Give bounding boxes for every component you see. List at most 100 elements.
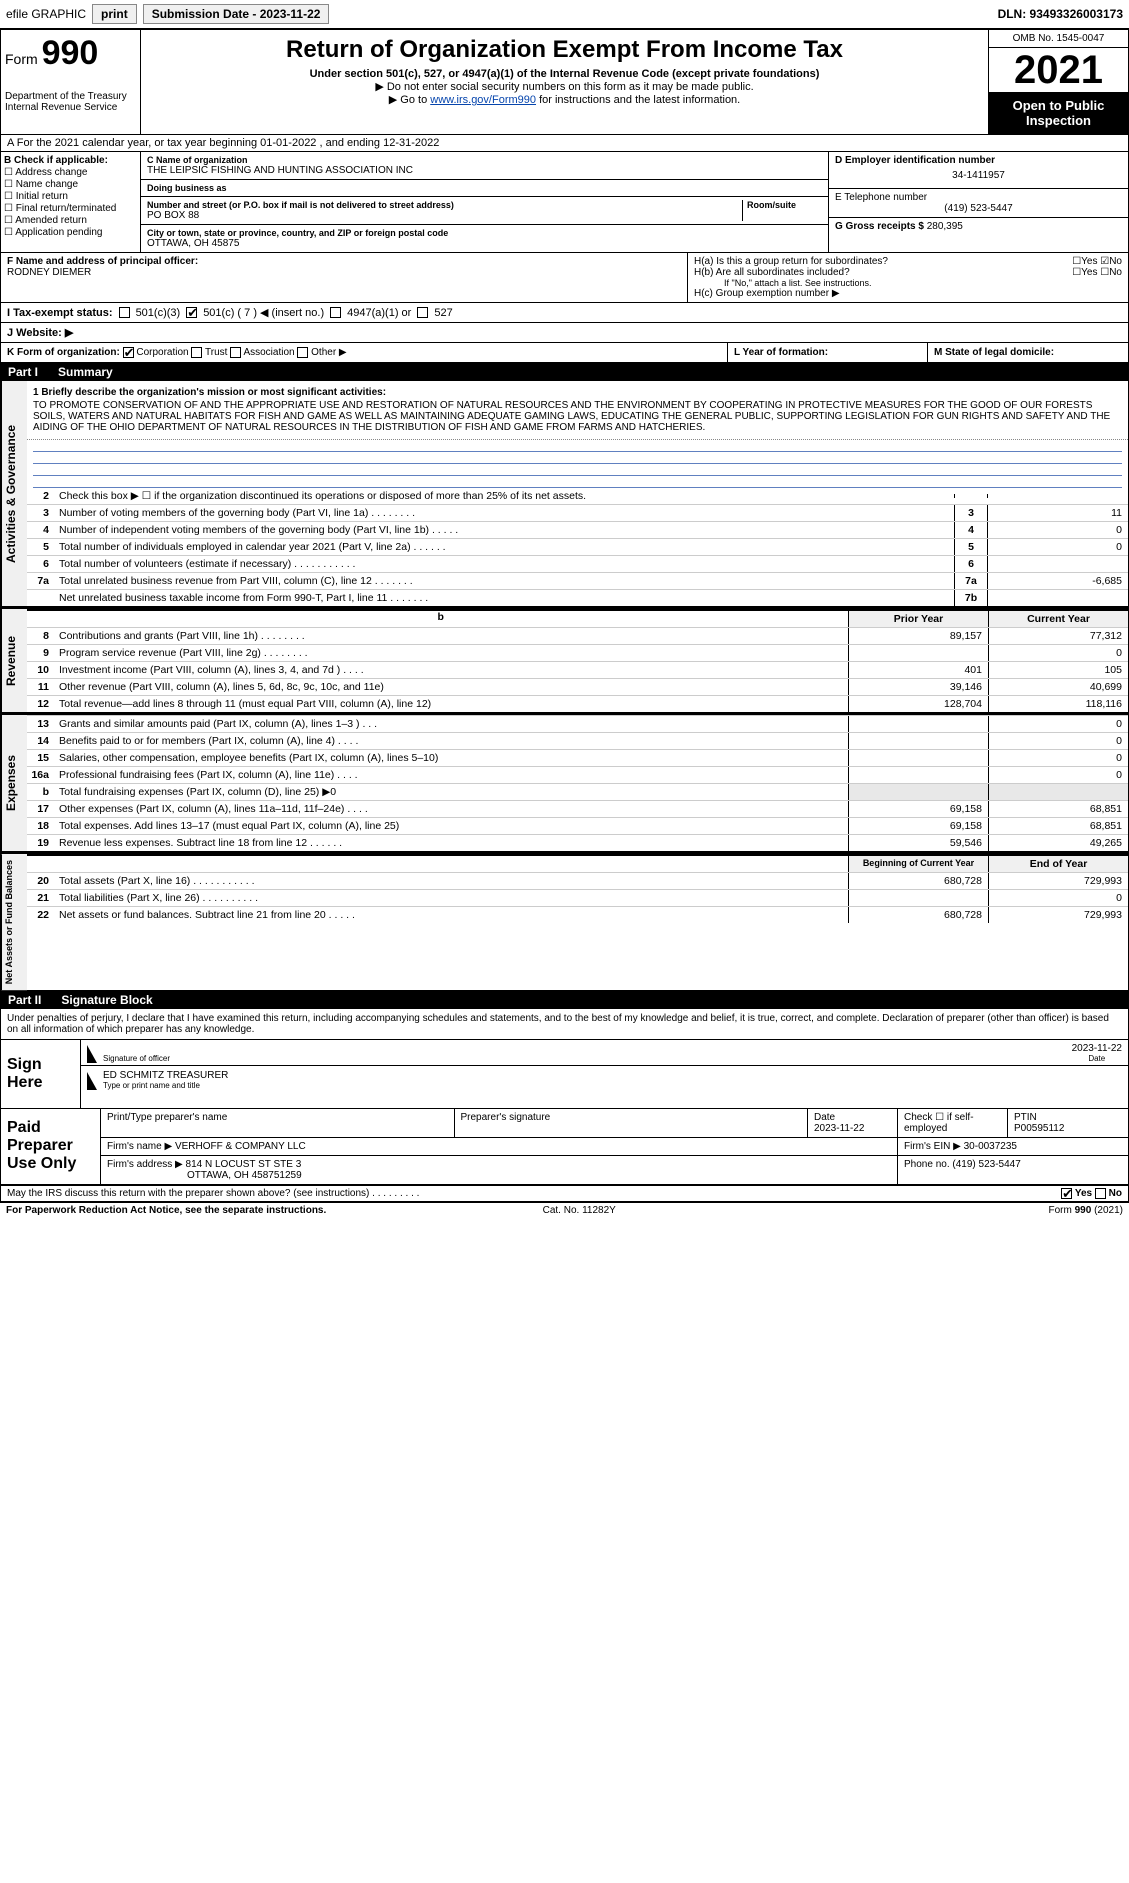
info-grid: B Check if applicable: ☐ Address change … [0,152,1129,253]
chk-assoc[interactable] [230,347,241,358]
d-label: D Employer identification number [835,155,1122,166]
gov-line: 2Check this box ▶ ☐ if the organization … [27,488,1128,504]
chk-pending[interactable]: ☐ Application pending [4,227,137,238]
part1-title: Summary [58,365,113,379]
form-word: Form [5,51,38,67]
hrline [33,440,1122,452]
prep-date-label: Date [814,1112,891,1123]
header-center: Return of Organization Exempt From Incom… [141,30,988,134]
firm-addr: 814 N LOCUST ST STE 3 [186,1159,302,1170]
gov-line: 3Number of voting members of the governi… [27,504,1128,521]
gov-line: 6Total number of volunteers (estimate if… [27,555,1128,572]
chk-501c[interactable] [186,307,197,318]
part2-title: Signature Block [61,993,152,1007]
col-c: C Name of organization THE LEIPSIC FISHI… [141,152,828,252]
omb-number: OMB No. 1545-0047 [989,30,1128,48]
chk-corp[interactable] [123,347,134,358]
hrline [33,452,1122,464]
prep-date: 2023-11-22 [814,1123,891,1134]
chk-name[interactable]: ☐ Name change [4,179,137,190]
hdr-prior: Prior Year [848,611,988,627]
data-line: 15Salaries, other compensation, employee… [27,749,1128,766]
e-label: E Telephone number [835,192,1122,203]
submission-date-button[interactable]: Submission Date - 2023-11-22 [143,4,330,24]
chk-4947[interactable] [330,307,341,318]
data-line: 19Revenue less expenses. Subtract line 1… [27,834,1128,851]
chk-other[interactable] [297,347,308,358]
form-number: 990 [42,34,99,72]
paid-block: Paid Preparer Use Only Print/Type prepar… [0,1109,1129,1185]
footer: For Paperwork Reduction Act Notice, see … [0,1202,1129,1218]
hint-link: ▶ Go to www.irs.gov/Form990 for instruct… [147,93,982,106]
top-bar: efile GRAPHIC print Submission Date - 20… [0,0,1129,29]
gov-line: 5Total number of individuals employed in… [27,538,1128,555]
chk-trust[interactable] [191,347,202,358]
mission-text: TO PROMOTE CONSERVATION OF AND THE APPRO… [33,400,1122,433]
data-line: 14Benefits paid to or for members (Part … [27,732,1128,749]
print-button[interactable]: print [92,4,137,24]
side-gov: Activities & Governance [1,381,27,606]
chk-final[interactable]: ☐ Final return/terminated [4,203,137,214]
chk-amended[interactable]: ☐ Amended return [4,215,137,226]
efile-label: efile GRAPHIC [6,7,86,21]
data-line: 8Contributions and grants (Part VIII, li… [27,627,1128,644]
tax-year: 2021 [989,48,1128,92]
hrline [33,476,1122,488]
footer-left: For Paperwork Reduction Act Notice, see … [6,1205,326,1216]
hb-row: H(b) Are all subordinates included? ☐Yes… [694,267,1122,278]
sig-block: Under penalties of perjury, I declare th… [0,1009,1129,1109]
sig-date: 2023-11-22 [1072,1043,1122,1054]
city-label: City or town, state or province, country… [147,228,822,238]
firm-phone-label: Phone no. [904,1159,950,1170]
net-header: Beginning of Current Year End of Year [27,854,1128,872]
sign-here: Sign Here [1,1040,81,1108]
chk-501c3[interactable] [119,307,130,318]
part2-header: Part II Signature Block [0,991,1129,1009]
gov-line: Net unrelated business taxable income fr… [27,589,1128,606]
paid-title: Paid Preparer Use Only [1,1109,101,1184]
ha-row: H(a) Is this a group return for subordin… [694,256,1122,267]
part1-header: Part I Summary [0,363,1129,381]
chk-initial[interactable]: ☐ Initial return [4,191,137,202]
chk-yes[interactable] [1061,1188,1072,1199]
form-subtitle: Under section 501(c), 527, or 4947(a)(1)… [147,68,982,80]
l-label: L Year of formation: [734,347,828,358]
data-line: 18Total expenses. Add lines 13–17 (must … [27,817,1128,834]
row-j: J Website: ▶ [0,323,1129,343]
part2-no: Part II [8,993,41,1007]
row-i: I Tax-exempt status: 501(c)(3) 501(c) ( … [0,303,1129,323]
discuss-row: May the IRS discuss this return with the… [0,1185,1129,1202]
j-label: J Website: ▶ [7,326,73,339]
chk-527[interactable] [417,307,428,318]
side-exp: Expenses [1,715,27,851]
gross-value: 280,395 [927,221,963,232]
room-label: Room/suite [747,200,822,210]
col-deg: D Employer identification number 34-1411… [828,152,1128,252]
irs-link[interactable]: www.irs.gov/Form990 [430,94,536,106]
hdr-begin: Beginning of Current Year [848,856,988,872]
header-right: OMB No. 1545-0047 2021 Open to Public In… [988,30,1128,134]
mission-label: 1 Briefly describe the organization's mi… [33,387,1122,398]
mission-block: 1 Briefly describe the organization's mi… [27,381,1128,440]
chk-no[interactable] [1095,1188,1106,1199]
data-line: 9Program service revenue (Part VIII, lin… [27,644,1128,661]
hint-ssn: ▶ Do not enter social security numbers o… [147,80,982,93]
data-line: 11Other revenue (Part VIII, column (A), … [27,678,1128,695]
hb-note: If "No," attach a list. See instructions… [694,278,1122,288]
g-label: G Gross receipts $ [835,221,924,232]
prep-check-label: Check ☐ if self-employed [904,1112,1001,1134]
prep-sig-label: Preparer's signature [461,1112,802,1123]
data-line: bTotal fundraising expenses (Part IX, co… [27,783,1128,800]
sig-date-label: Date [1072,1054,1122,1063]
part1-no: Part I [8,365,38,379]
firm-ein: 30-0037235 [964,1141,1017,1152]
officer-name: RODNEY DIEMER [7,267,681,278]
m-label: M State of legal domicile: [934,347,1054,358]
col-b-label: B Check if applicable: [4,155,137,166]
chk-address[interactable]: ☐ Address change [4,167,137,178]
sig-declare: Under penalties of perjury, I declare th… [1,1009,1128,1039]
c-label: C Name of organization [147,155,822,165]
data-line: 22Net assets or fund balances. Subtract … [27,906,1128,923]
firm-city: OTTAWA, OH 458751259 [107,1170,891,1181]
dept-label: Department of the Treasury Internal Reve… [5,91,136,113]
